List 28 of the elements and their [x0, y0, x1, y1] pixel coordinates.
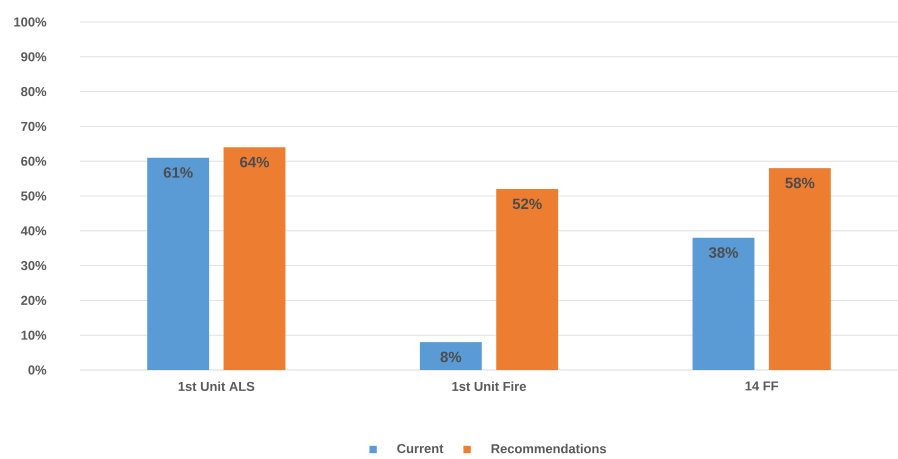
y-tick-label: 20%	[21, 296, 46, 305]
data-label: 52%	[512, 198, 542, 210]
bar	[224, 147, 286, 370]
y-tick-label: 10%	[21, 330, 46, 340]
data-label: 61%	[164, 167, 193, 178]
data-label: 38%	[708, 247, 738, 258]
x-tick-label: 14 FF	[746, 381, 778, 390]
y-tick-label: 40%	[20, 226, 46, 236]
y-tick-label: 30%	[20, 261, 46, 270]
data-label: 8%	[440, 352, 462, 362]
data-label: 64%	[240, 156, 270, 168]
y-tick-label: 50%	[21, 191, 46, 201]
bar	[692, 238, 754, 370]
y-tick-label: 0%	[28, 365, 46, 375]
legend-label: Current	[397, 444, 444, 454]
y-tick-label: 70%	[21, 122, 46, 131]
x-tick-label: 1st Unit Fire	[452, 381, 526, 391]
y-tick-label: 60%	[21, 156, 46, 166]
legend-label: Recommendations	[492, 444, 606, 454]
y-tick-label: 90%	[21, 52, 46, 62]
data-label: 58%	[785, 178, 814, 188]
y-tick-label: 80%	[21, 87, 46, 96]
bar	[420, 342, 482, 370]
bar	[768, 168, 831, 370]
y-tick-label: 100%	[14, 17, 46, 27]
bar	[147, 158, 210, 370]
x-tick-label: 1st Unit ALS	[178, 381, 254, 391]
bar	[496, 189, 558, 370]
